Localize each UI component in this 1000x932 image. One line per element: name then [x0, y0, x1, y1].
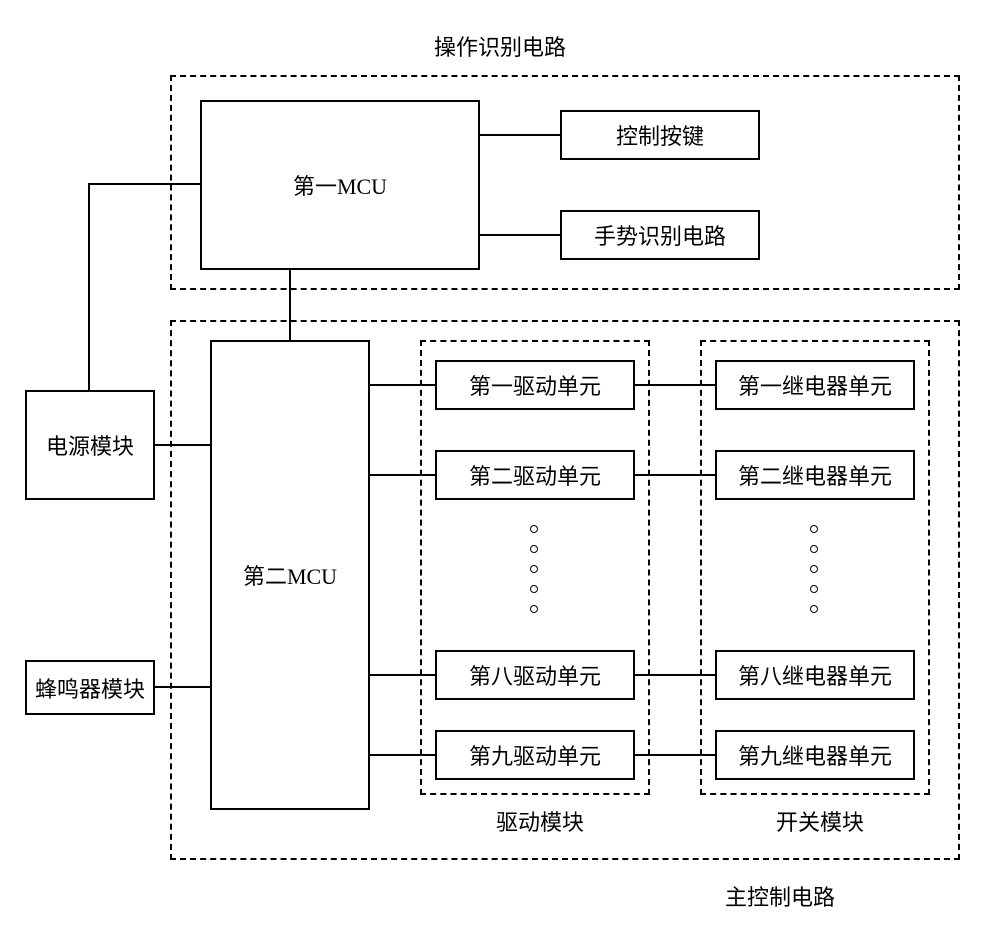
title-top: 操作识别电路: [400, 30, 600, 62]
line-mcu2-drive8: [370, 674, 435, 676]
mcu1-box: 第一MCU: [200, 100, 480, 270]
line-mcu1-btn: [480, 134, 560, 136]
line-buzzer-to-mcu2: [155, 686, 210, 688]
line-mcu2-drive2: [370, 474, 435, 476]
line-drive2-relay2: [635, 474, 715, 476]
line-power-up-v: [88, 183, 90, 390]
buzzer-box: 蜂鸣器模块: [25, 660, 155, 715]
gesture-box: 手势识别电路: [560, 210, 760, 260]
line-power-to-mcu1: [88, 183, 200, 185]
switch-module-label: 开关模块: [770, 805, 870, 837]
drive1-box: 第一驱动单元: [435, 360, 635, 410]
line-mcu2-drive1: [370, 384, 435, 386]
relay2-box: 第二继电器单元: [715, 450, 915, 500]
relay8-box: 第八继电器单元: [715, 650, 915, 700]
relay-ellipsis: [810, 525, 818, 613]
relay1-box: 第一继电器单元: [715, 360, 915, 410]
line-drive8-relay8: [635, 674, 715, 676]
drive2-box: 第二驱动单元: [435, 450, 635, 500]
title-bottom: 主控制电路: [680, 880, 880, 912]
control-button-box: 控制按键: [560, 110, 760, 160]
line-mcu1-to-mcu2: [289, 270, 291, 340]
relay9-box: 第九继电器单元: [715, 730, 915, 780]
drive9-box: 第九驱动单元: [435, 730, 635, 780]
drive-ellipsis: [530, 525, 538, 613]
line-drive1-relay1: [635, 384, 715, 386]
power-box: 电源模块: [25, 390, 155, 500]
drive8-box: 第八驱动单元: [435, 650, 635, 700]
mcu2-box: 第二MCU: [210, 340, 370, 810]
line-drive9-relay9: [635, 754, 715, 756]
line-power-to-mcu2: [155, 444, 210, 446]
line-mcu1-gesture: [480, 234, 560, 236]
line-mcu2-drive9: [370, 754, 435, 756]
drive-module-label: 驱动模块: [490, 805, 590, 837]
